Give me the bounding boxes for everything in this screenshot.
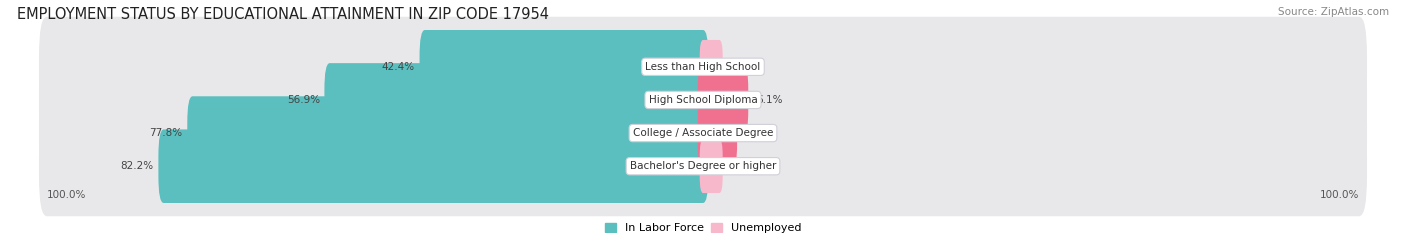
Text: 77.8%: 77.8%	[149, 128, 183, 138]
FancyBboxPatch shape	[700, 139, 723, 193]
Text: 100.0%: 100.0%	[1320, 190, 1360, 200]
FancyBboxPatch shape	[39, 50, 1367, 150]
Text: 4.4%: 4.4%	[745, 128, 772, 138]
Text: 82.2%: 82.2%	[121, 161, 153, 171]
FancyBboxPatch shape	[39, 17, 1367, 117]
Text: 56.9%: 56.9%	[287, 95, 319, 105]
Legend: In Labor Force, Unemployed: In Labor Force, Unemployed	[605, 223, 801, 233]
FancyBboxPatch shape	[697, 63, 748, 137]
FancyBboxPatch shape	[159, 129, 709, 203]
Text: 0.0%: 0.0%	[733, 62, 759, 72]
Text: 42.4%: 42.4%	[382, 62, 415, 72]
Text: Less than High School: Less than High School	[645, 62, 761, 72]
FancyBboxPatch shape	[700, 40, 723, 94]
Text: Source: ZipAtlas.com: Source: ZipAtlas.com	[1278, 7, 1389, 17]
Text: EMPLOYMENT STATUS BY EDUCATIONAL ATTAINMENT IN ZIP CODE 17954: EMPLOYMENT STATUS BY EDUCATIONAL ATTAINM…	[17, 7, 548, 22]
Text: College / Associate Degree: College / Associate Degree	[633, 128, 773, 138]
FancyBboxPatch shape	[187, 96, 709, 170]
Text: High School Diploma: High School Diploma	[648, 95, 758, 105]
Text: 0.0%: 0.0%	[733, 161, 759, 171]
FancyBboxPatch shape	[39, 116, 1367, 216]
Text: 6.1%: 6.1%	[756, 95, 783, 105]
FancyBboxPatch shape	[39, 83, 1367, 183]
FancyBboxPatch shape	[419, 30, 709, 104]
FancyBboxPatch shape	[325, 63, 709, 137]
Text: 100.0%: 100.0%	[46, 190, 86, 200]
Text: Bachelor's Degree or higher: Bachelor's Degree or higher	[630, 161, 776, 171]
FancyBboxPatch shape	[697, 96, 737, 170]
